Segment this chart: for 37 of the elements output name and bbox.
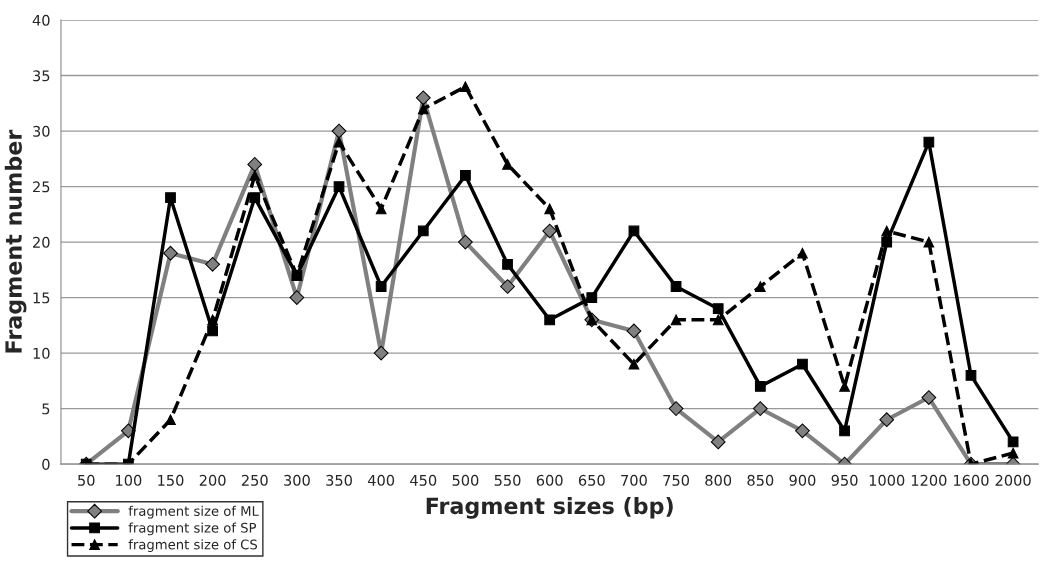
x-tick-label: 700: [621, 474, 647, 486]
x-tick-label: 800: [705, 474, 732, 486]
x-tick-label: 100: [116, 474, 142, 486]
y-axis-title: Fragment number: [4, 129, 27, 353]
y-tick-label: 35: [33, 70, 50, 82]
y-tick-label: 10: [33, 347, 50, 359]
y-tick-label: 40: [32, 14, 50, 26]
y-tick-label: 25: [33, 181, 50, 193]
y-tick-label: 15: [33, 292, 50, 304]
y-tick-label: 20: [33, 236, 50, 248]
x-tick-label: 900: [789, 474, 816, 486]
x-tick-label: 950: [831, 474, 858, 486]
x-tick-label: 500: [452, 474, 479, 486]
x-axis-title: Fragment sizes (bp): [426, 496, 673, 519]
x-tick-label: 50: [78, 474, 95, 486]
x-tick-label: 600: [536, 474, 563, 486]
legend-label: fragment size of SP: [128, 522, 257, 536]
y-tick-label: 30: [33, 125, 50, 137]
y-tick-label: 0: [42, 458, 50, 470]
x-tick-label: 400: [367, 474, 395, 486]
legend-label: fragment size of CS: [128, 539, 258, 552]
x-tick-label: 750: [663, 474, 690, 486]
x-tick-label: 1600: [954, 474, 989, 486]
x-tick-label: 650: [578, 474, 605, 486]
y-tick-label: 5: [42, 403, 50, 415]
x-tick-label: 450: [410, 474, 437, 486]
x-tick-label: 550: [494, 474, 521, 486]
legend-label: fragment size of ML: [128, 505, 259, 519]
x-tick-label: 150: [158, 474, 184, 486]
x-tick-label: 1200: [911, 474, 947, 486]
x-tick-label: 1000: [869, 474, 905, 486]
x-tick-label: 850: [747, 474, 774, 486]
x-tick-label: 300: [284, 474, 310, 486]
x-tick-label: 2000: [995, 474, 1031, 486]
x-tick-label: 200: [199, 474, 226, 486]
x-tick-label: 250: [241, 474, 268, 486]
x-tick-label: 350: [326, 474, 352, 486]
